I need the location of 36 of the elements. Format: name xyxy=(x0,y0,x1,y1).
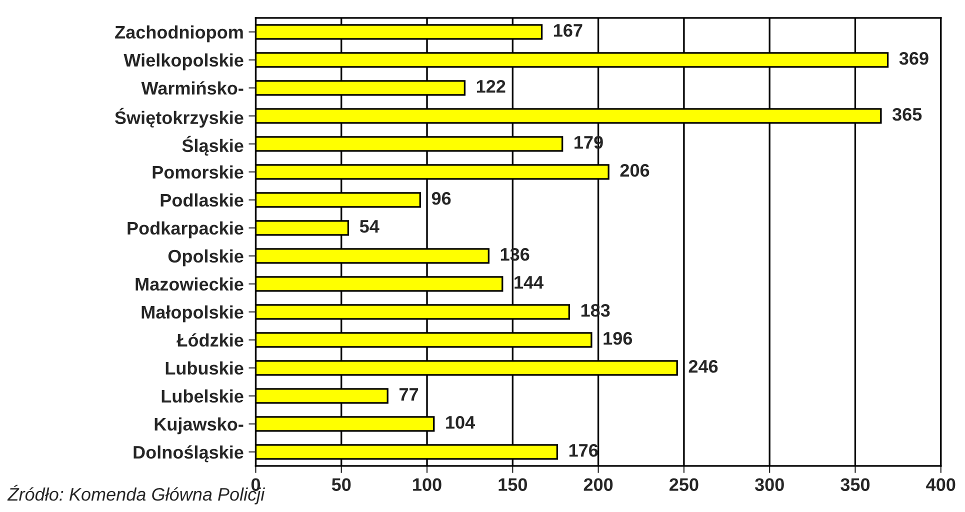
data-label: 144 xyxy=(514,276,544,289)
data-label: 196 xyxy=(604,332,632,345)
data-label: 365 xyxy=(892,108,922,121)
y-tick-label: Wielkopolskie xyxy=(124,53,244,70)
y-tick-label: Śląskie xyxy=(182,136,244,156)
x-tick-label: 100 xyxy=(413,478,442,491)
data-label: 96 xyxy=(432,192,451,205)
y-tick-label: Łódzkie xyxy=(176,333,244,347)
data-label: 104 xyxy=(446,416,476,429)
y-tick-label: Lubuskie xyxy=(166,361,244,375)
data-label: 122 xyxy=(476,80,506,93)
y-tick-label: Podlaskie xyxy=(160,193,244,207)
x-tick-label: 350 xyxy=(840,478,870,492)
y-tick-label: Świętokrzyskie xyxy=(114,108,244,128)
data-label: 246 xyxy=(688,360,718,373)
x-tick-label: 400 xyxy=(926,478,956,491)
y-tick-label: Zachodniopom xyxy=(115,25,243,42)
y-tick-label: Podkarpackie xyxy=(128,221,244,238)
data-label: 167 xyxy=(554,24,582,37)
data-label: 206 xyxy=(620,164,650,177)
data-label: 77 xyxy=(400,388,418,401)
y-tick-label: Warmińsko- xyxy=(141,81,244,95)
x-tick-label: 50 xyxy=(332,478,351,491)
y-tick-label: Lubelskie xyxy=(162,389,244,403)
x-tick-label: 250 xyxy=(670,478,698,491)
x-tick-label: 300 xyxy=(754,478,784,492)
y-tick-label: Pomorskie xyxy=(152,165,244,179)
x-tick-label: 200 xyxy=(584,478,613,491)
data-label: 369 xyxy=(899,52,928,65)
x-tick-label: 150 xyxy=(498,478,527,491)
y-tick-label: Małopolskie xyxy=(142,305,244,322)
y-tick-label: Kujawsko- xyxy=(154,417,244,434)
y-tick-label: Mazowieckie xyxy=(136,277,244,291)
y-tick-label: Dolnośląskie xyxy=(134,445,244,462)
y-tick-label: Opolskie xyxy=(168,249,244,266)
data-label: 54 xyxy=(360,220,380,233)
